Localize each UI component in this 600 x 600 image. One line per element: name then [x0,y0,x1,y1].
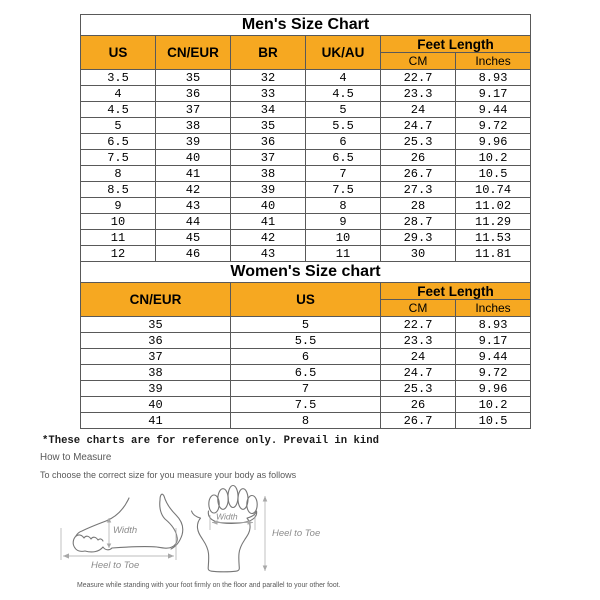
svg-text:Width: Width [216,512,238,522]
svg-text:Heel to Toe: Heel to Toe [272,528,320,539]
svg-text:Width: Width [113,525,137,536]
svg-text:Measure while standing with yo: Measure while standing with your foot fi… [77,582,341,589]
svg-text:Heel to Toe: Heel to Toe [91,560,139,571]
